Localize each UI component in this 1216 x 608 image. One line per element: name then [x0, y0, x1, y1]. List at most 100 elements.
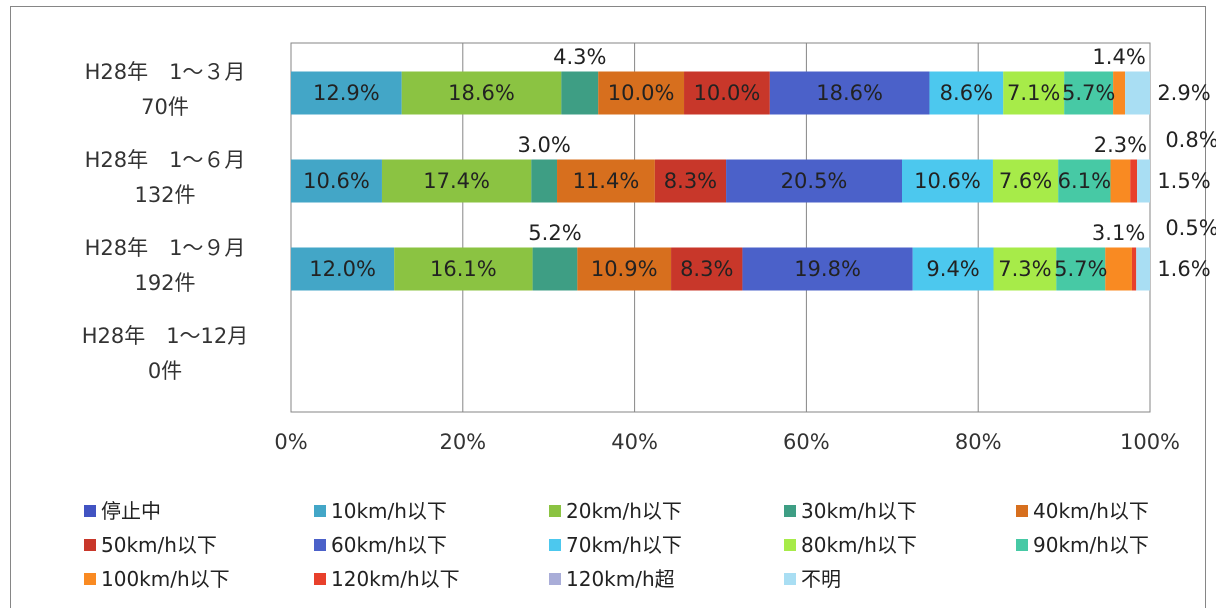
- bar-segment-1-5: [654, 159, 727, 203]
- bar-segment-2-5: [671, 247, 743, 291]
- bar-segment-0-1: [291, 71, 402, 115]
- data-label: 1.5%: [1157, 169, 1210, 193]
- data-label: 12.0%: [309, 257, 376, 281]
- data-label: 1.6%: [1157, 257, 1210, 281]
- data-label: 18.6%: [448, 81, 515, 105]
- data-label: 2.3%: [1094, 133, 1147, 157]
- data-label: 19.8%: [794, 257, 861, 281]
- label-layer: 12.9% 18.6%4.3%10.0% 10.0% 18.6% 8.6% 7.1% 5.7…: [303, 45, 1216, 281]
- data-label: 7.3%: [998, 257, 1051, 281]
- data-label: 5.7%: [1054, 257, 1107, 281]
- bar-segment-1-11: [1130, 159, 1138, 203]
- plot-area: [290, 42, 1151, 413]
- x-tick-label: 20%: [439, 430, 486, 454]
- bar-segment-1-1: [291, 159, 382, 203]
- legend-label: 40km/h以下: [1033, 499, 1149, 523]
- bar-segment-0-5: [684, 71, 770, 115]
- legend-swatch: [1016, 539, 1028, 551]
- bar-segment-2-2: [394, 247, 533, 291]
- legend-label: 120km/h以下: [331, 567, 460, 591]
- bar-segment-0-13: [1125, 71, 1150, 115]
- bar-segment-2-4: [577, 247, 672, 291]
- bar-segment-2-10: [1105, 247, 1132, 291]
- category-count: 192件: [134, 271, 195, 295]
- data-label: 18.6%: [816, 81, 883, 105]
- legend-swatch: [314, 573, 326, 585]
- bar-segment-1-8: [992, 159, 1059, 203]
- category-label: H28年 1～12月: [82, 324, 249, 348]
- data-label: 0.5%: [1165, 216, 1216, 240]
- data-label: 0.8%: [1165, 128, 1216, 152]
- data-label: 11.4%: [573, 169, 640, 193]
- legend-label: 70km/h以下: [566, 533, 682, 557]
- bar-segment-2-11: [1131, 247, 1137, 291]
- legend-swatch: [1016, 505, 1028, 517]
- data-label: 9.4%: [926, 257, 979, 281]
- data-label: 4.3%: [553, 45, 606, 69]
- bar-segment-1-2: [381, 159, 532, 203]
- legend-swatch: [314, 539, 326, 551]
- data-label: 10.6%: [303, 169, 370, 193]
- data-label: 2.9%: [1157, 81, 1210, 105]
- data-label: 8.3%: [664, 169, 717, 193]
- x-tick-label: 100%: [1120, 430, 1180, 454]
- category-count: 70件: [141, 95, 189, 119]
- bar-segment-2-9: [1056, 247, 1106, 291]
- chart-frame: [10, 6, 1206, 608]
- bar-segment-2-1: [291, 247, 395, 291]
- legend-label: 10km/h以下: [331, 499, 447, 523]
- legend-label: 120km/h超: [566, 567, 675, 591]
- data-label: 10.9%: [591, 257, 658, 281]
- category-count: 132件: [134, 183, 195, 207]
- data-label: 7.1%: [1007, 81, 1060, 105]
- x-tick-label: 0%: [274, 430, 307, 454]
- legend-swatch: [84, 573, 96, 585]
- data-label: 3.0%: [517, 133, 570, 157]
- legend-label: 100km/h以下: [101, 567, 230, 591]
- legend-label: 50km/h以下: [101, 533, 217, 557]
- legend-label: 60km/h以下: [331, 533, 447, 557]
- legend-label: 20km/h以下: [566, 499, 682, 523]
- x-tick-label: 60%: [783, 430, 830, 454]
- bar-segment-1-6: [726, 159, 902, 203]
- bar-segment-0-9: [1064, 71, 1114, 115]
- bar-segment-0-10: [1113, 71, 1126, 115]
- legend-label: 30km/h以下: [801, 499, 917, 523]
- bar-segment-0-3: [561, 71, 599, 115]
- bar-segment-0-6: [769, 71, 930, 115]
- category-label: H28年 1～９月: [85, 236, 246, 260]
- legend-swatch: [549, 539, 561, 551]
- x-tick-label: 40%: [611, 430, 658, 454]
- legend-swatch: [784, 505, 796, 517]
- bar-segment-0-4: [598, 71, 685, 115]
- legend-label: 停止中: [101, 499, 161, 523]
- legend-swatch: [314, 505, 326, 517]
- data-label: 20.5%: [781, 169, 848, 193]
- data-label: 10.6%: [914, 169, 981, 193]
- legend-swatch: [84, 505, 96, 517]
- axis-layer: 0% 20% 40% 60% 80% 100% H28年 1～３月 70件 H28年 1～６月 1…: [82, 60, 1180, 454]
- data-label: 10.0%: [694, 81, 761, 105]
- data-label: 17.4%: [423, 169, 490, 193]
- category-label: H28年 1～３月: [85, 60, 246, 84]
- bar-segment-1-4: [557, 159, 655, 203]
- data-label: 1.4%: [1092, 45, 1145, 69]
- data-label: 8.6%: [940, 81, 993, 105]
- data-label: 7.6%: [999, 169, 1052, 193]
- legend-label: 不明: [801, 567, 841, 591]
- data-label: 10.0%: [608, 81, 675, 105]
- bar-segment-1-3: [531, 159, 558, 203]
- bar-segment-2-6: [742, 247, 913, 291]
- data-label: 5.2%: [528, 221, 581, 245]
- legend-swatch: [549, 505, 561, 517]
- data-label: 8.3%: [680, 257, 733, 281]
- data-label: 6.1%: [1058, 169, 1111, 193]
- bar-layer: [291, 71, 1150, 291]
- data-label: 12.9%: [313, 81, 380, 105]
- bar-segment-1-13: [1137, 159, 1150, 203]
- data-label: 16.1%: [430, 257, 497, 281]
- category-count: 0件: [148, 359, 182, 383]
- bar-segment-2-3: [532, 247, 578, 291]
- data-label: 3.1%: [1092, 221, 1145, 245]
